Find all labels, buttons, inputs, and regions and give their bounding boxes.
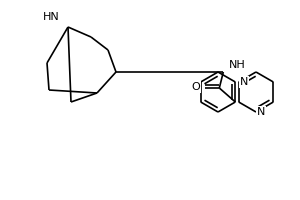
- Text: NH: NH: [229, 60, 246, 70]
- Text: N: N: [240, 77, 248, 87]
- Text: HN: HN: [43, 12, 60, 22]
- Text: N: N: [257, 107, 266, 117]
- Text: O: O: [192, 82, 200, 92]
